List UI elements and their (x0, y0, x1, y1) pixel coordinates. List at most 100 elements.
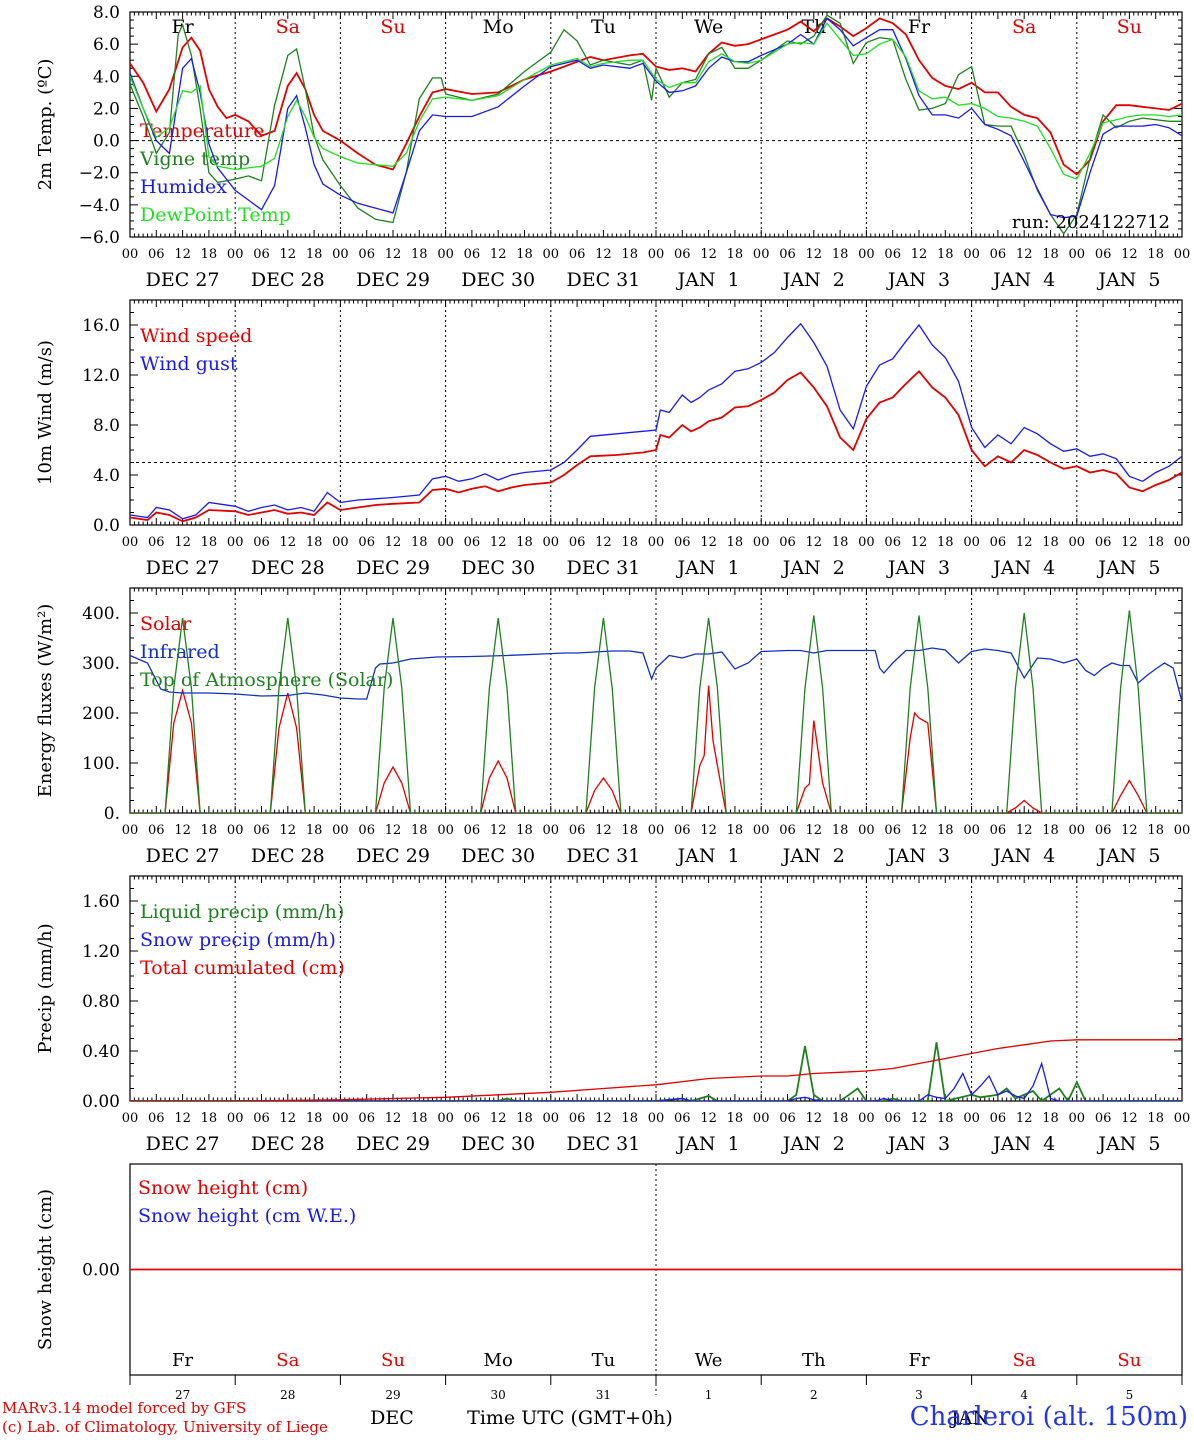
legend-label: Vigne temp (139, 148, 250, 170)
hour-tick-label: 18 (832, 247, 849, 262)
hour-tick-label: 00 (648, 247, 665, 262)
weekday-label: We (694, 16, 723, 38)
series-line-dewpoint-temp (130, 22, 1182, 180)
hour-tick-label: 12 (174, 247, 191, 262)
hour-tick-label: 12 (806, 823, 823, 838)
legend-label: Wind speed (140, 325, 252, 347)
hour-tick-label: 00 (1069, 535, 1086, 550)
hour-tick-label: 18 (201, 535, 218, 550)
date-label: JAN 5 (1096, 269, 1160, 291)
day-number-label: 5 (1126, 1388, 1134, 1402)
hour-tick-label: 12 (1121, 1111, 1138, 1126)
hour-tick-label: 18 (1042, 535, 1059, 550)
hour-tick-label: 06 (779, 247, 796, 262)
hour-tick-label: 12 (595, 1111, 612, 1126)
date-label: JAN 5 (1096, 845, 1160, 867)
hour-tick-label: 00 (648, 1111, 665, 1126)
y-tick-label: 1.60 (82, 892, 120, 912)
y-tick-label: 0.0 (93, 132, 120, 152)
date-label: DEC 29 (356, 269, 430, 291)
hour-tick-label: 12 (700, 535, 717, 550)
date-label: DEC 30 (461, 845, 535, 867)
hour-tick-label: 00 (543, 823, 560, 838)
hour-tick-label: 12 (700, 247, 717, 262)
date-label: JAN 1 (676, 1133, 740, 1155)
hour-tick-label: 06 (358, 1111, 375, 1126)
weekday-label: Su (1117, 1350, 1141, 1371)
hour-tick-label: 12 (385, 535, 402, 550)
date-label: JAN 3 (886, 1133, 950, 1155)
date-label: DEC 27 (146, 845, 220, 867)
day-number-label: 28 (280, 1388, 295, 1402)
hour-tick-label: 18 (306, 535, 323, 550)
y-tick-label: −4.0 (79, 196, 120, 216)
legend-label: Temperature (140, 120, 264, 142)
hour-tick-label: 06 (148, 535, 165, 550)
hour-tick-label: 00 (963, 1111, 980, 1126)
hour-tick-label: 12 (174, 1111, 191, 1126)
hour-tick-label: 12 (280, 823, 297, 838)
hour-tick-label: 06 (990, 1111, 1007, 1126)
hour-tick-label: 12 (490, 535, 507, 550)
hour-tick-label: 06 (569, 535, 586, 550)
hour-tick-label: 00 (227, 823, 244, 838)
series-line-liquid-precip-mm-h- (130, 1042, 1182, 1101)
hour-tick-label: 00 (122, 535, 139, 550)
date-label: DEC 28 (251, 1133, 325, 1155)
y-tick-label: 16.0 (82, 316, 120, 336)
hour-tick-label: 06 (990, 823, 1007, 838)
day-number-label: 30 (491, 1388, 506, 1402)
weekday-label: Sa (276, 16, 300, 38)
hour-tick-label: 18 (516, 535, 533, 550)
hour-tick-label: 06 (674, 1111, 691, 1126)
date-label: DEC 30 (461, 557, 535, 579)
date-label: JAN 1 (676, 269, 740, 291)
hour-tick-label: 18 (201, 247, 218, 262)
date-label: DEC 31 (566, 557, 640, 579)
hour-tick-label: 12 (280, 535, 297, 550)
date-label: DEC 29 (356, 1133, 430, 1155)
hour-tick-label: 00 (753, 535, 770, 550)
hour-tick-label: 18 (937, 535, 954, 550)
date-label: JAN 2 (781, 557, 845, 579)
hour-tick-label: 06 (1095, 535, 1112, 550)
hour-tick-label: 06 (464, 535, 481, 550)
hour-tick-label: 00 (543, 535, 560, 550)
hour-tick-label: 06 (253, 1111, 270, 1126)
hour-tick-label: 06 (674, 823, 691, 838)
hour-tick-label: 12 (385, 823, 402, 838)
hour-tick-label: 12 (385, 247, 402, 262)
date-label: DEC 30 (461, 1133, 535, 1155)
hour-tick-label: 12 (490, 247, 507, 262)
hour-tick-label: 18 (832, 823, 849, 838)
hour-tick-label: 06 (569, 1111, 586, 1126)
y-tick-label: 0.00 (82, 1261, 120, 1281)
hour-tick-label: 06 (779, 823, 796, 838)
hour-tick-label: 12 (174, 823, 191, 838)
hour-tick-label: 12 (595, 247, 612, 262)
hour-tick-label: 06 (779, 535, 796, 550)
legend-label: Infrared (140, 641, 220, 663)
hour-tick-label: 00 (858, 823, 875, 838)
hour-tick-label: 00 (1069, 823, 1086, 838)
hour-tick-label: 00 (227, 1111, 244, 1126)
hour-tick-label: 12 (1121, 823, 1138, 838)
hour-tick-label: 06 (569, 823, 586, 838)
date-label: JAN 4 (991, 845, 1055, 867)
hour-tick-label: 06 (148, 247, 165, 262)
day-number-label: 27 (175, 1388, 190, 1402)
date-label: DEC 27 (146, 269, 220, 291)
legend-label: Snow height (cm) (138, 1177, 308, 1199)
hour-tick-label: 18 (621, 535, 638, 550)
hour-tick-label: 12 (1016, 247, 1033, 262)
hour-tick-label: 06 (990, 535, 1007, 550)
hour-tick-label: 00 (227, 535, 244, 550)
hour-tick-label: 06 (779, 1111, 796, 1126)
hour-tick-label: 12 (280, 1111, 297, 1126)
hour-tick-label: 12 (1121, 535, 1138, 550)
hour-tick-label: 18 (306, 1111, 323, 1126)
run-label: run: 2024122712 (1012, 212, 1170, 233)
hour-tick-label: 18 (1042, 823, 1059, 838)
hour-tick-label: 12 (1016, 823, 1033, 838)
hour-tick-label: 00 (543, 1111, 560, 1126)
